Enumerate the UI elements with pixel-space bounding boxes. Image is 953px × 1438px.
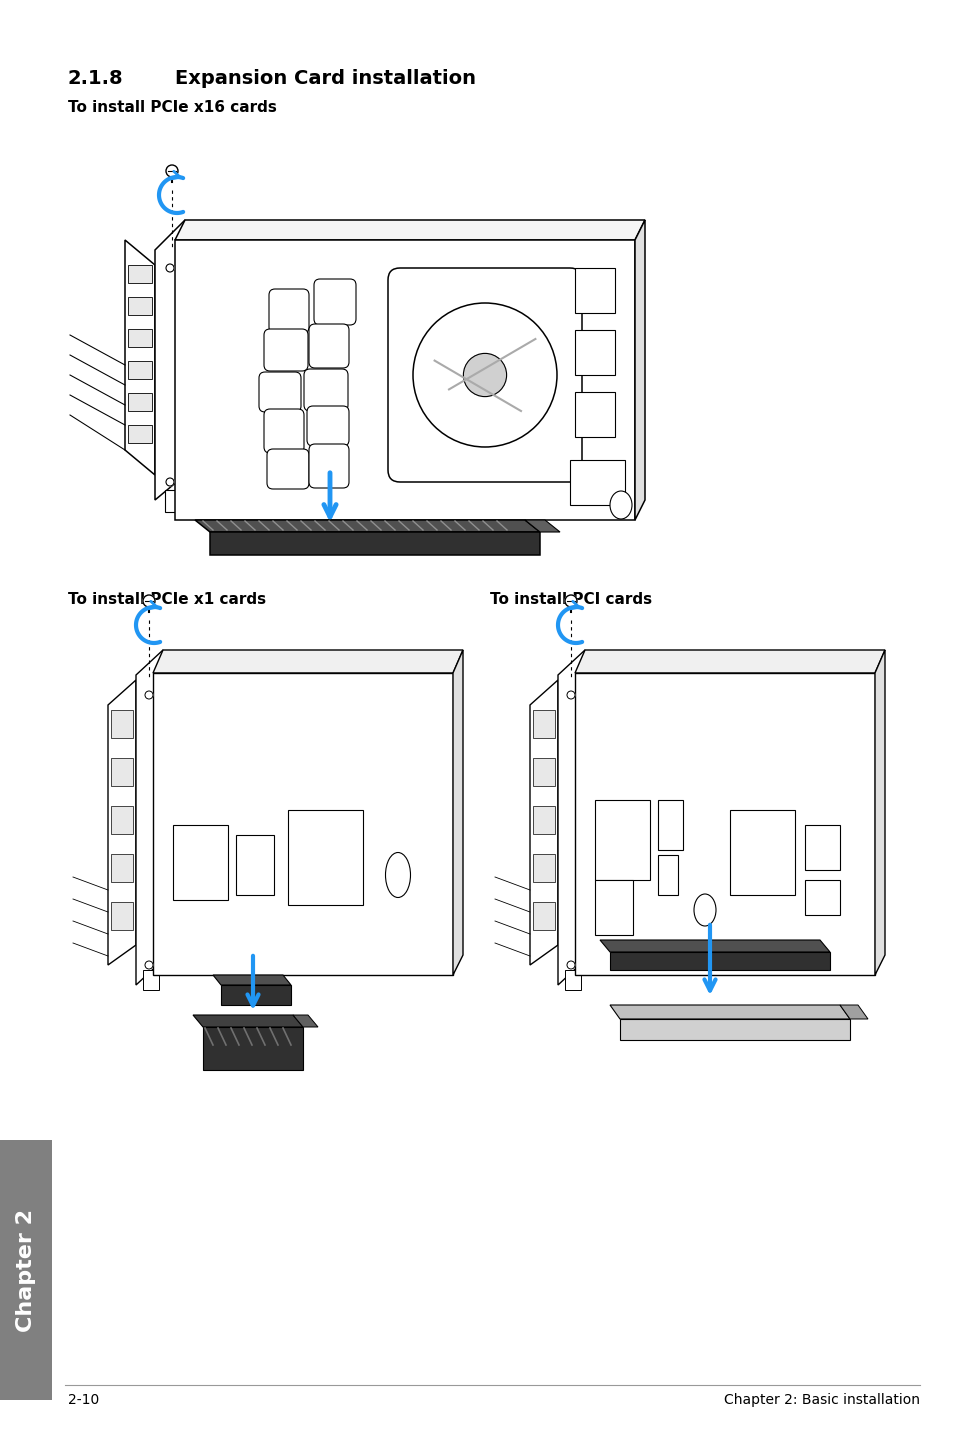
Bar — [111, 854, 132, 881]
Polygon shape — [609, 1005, 849, 1020]
Bar — [804, 880, 840, 915]
Bar — [128, 393, 152, 411]
Polygon shape — [203, 1027, 303, 1070]
Circle shape — [143, 595, 154, 607]
Circle shape — [566, 692, 575, 699]
Bar — [575, 393, 615, 437]
Polygon shape — [599, 940, 829, 952]
Bar — [143, 971, 159, 989]
Circle shape — [413, 303, 557, 447]
Circle shape — [145, 692, 152, 699]
Bar — [569, 460, 624, 505]
Bar — [0, 1140, 52, 1401]
Text: Chapter 2: Chapter 2 — [16, 1208, 36, 1332]
Bar — [804, 825, 840, 870]
Ellipse shape — [385, 853, 410, 897]
Polygon shape — [136, 650, 163, 985]
Bar — [533, 854, 555, 881]
Polygon shape — [575, 650, 884, 673]
Polygon shape — [530, 680, 558, 965]
Bar — [658, 856, 678, 894]
Polygon shape — [840, 1005, 867, 1020]
Polygon shape — [194, 521, 539, 532]
Text: 2-10: 2-10 — [68, 1393, 99, 1406]
Text: To install PCIe x16 cards: To install PCIe x16 cards — [68, 101, 276, 115]
FancyBboxPatch shape — [309, 444, 349, 487]
Bar — [235, 835, 274, 894]
FancyBboxPatch shape — [309, 324, 349, 368]
Circle shape — [463, 354, 506, 397]
FancyBboxPatch shape — [269, 289, 309, 334]
Bar — [729, 810, 794, 894]
Bar — [533, 807, 555, 834]
Polygon shape — [453, 650, 462, 975]
Bar — [111, 807, 132, 834]
Circle shape — [566, 961, 575, 969]
Polygon shape — [575, 673, 874, 975]
Bar — [595, 800, 649, 880]
Polygon shape — [154, 220, 185, 500]
Polygon shape — [125, 240, 154, 475]
Bar — [128, 361, 152, 380]
Polygon shape — [108, 680, 136, 965]
Bar — [111, 710, 132, 738]
Polygon shape — [221, 985, 291, 1005]
FancyBboxPatch shape — [267, 449, 309, 489]
Ellipse shape — [609, 490, 631, 519]
Polygon shape — [174, 220, 644, 240]
Polygon shape — [609, 952, 829, 971]
Text: Expansion Card installation: Expansion Card installation — [174, 69, 476, 88]
Polygon shape — [524, 521, 559, 532]
Bar — [165, 490, 183, 512]
FancyBboxPatch shape — [304, 370, 348, 411]
FancyBboxPatch shape — [264, 408, 304, 453]
Polygon shape — [174, 240, 635, 521]
Polygon shape — [213, 975, 291, 985]
Text: To install PCI cards: To install PCI cards — [490, 592, 652, 607]
Circle shape — [166, 477, 173, 486]
Bar — [658, 800, 682, 850]
Text: To install PCIe x1 cards: To install PCIe x1 cards — [68, 592, 266, 607]
Bar — [595, 880, 633, 935]
FancyBboxPatch shape — [388, 267, 581, 482]
Bar — [172, 825, 228, 900]
Bar — [533, 710, 555, 738]
Text: 2.1.8: 2.1.8 — [68, 69, 124, 88]
Bar — [288, 810, 363, 905]
Bar — [128, 265, 152, 283]
Polygon shape — [152, 673, 453, 975]
Polygon shape — [558, 650, 584, 985]
Bar — [575, 267, 615, 313]
Bar — [533, 758, 555, 787]
Polygon shape — [210, 532, 539, 555]
Polygon shape — [152, 650, 462, 673]
Polygon shape — [193, 1015, 303, 1027]
Text: Chapter 2: Basic installation: Chapter 2: Basic installation — [723, 1393, 919, 1406]
Bar — [575, 329, 615, 375]
Bar — [111, 902, 132, 930]
Bar — [128, 426, 152, 443]
Circle shape — [564, 595, 577, 607]
Polygon shape — [619, 1020, 849, 1040]
Circle shape — [145, 961, 152, 969]
Ellipse shape — [693, 894, 716, 926]
Circle shape — [166, 265, 173, 272]
FancyBboxPatch shape — [314, 279, 355, 325]
FancyBboxPatch shape — [307, 406, 349, 446]
Polygon shape — [293, 1015, 317, 1027]
Bar — [533, 902, 555, 930]
Polygon shape — [635, 220, 644, 521]
Circle shape — [166, 165, 178, 177]
FancyBboxPatch shape — [264, 329, 308, 371]
Polygon shape — [874, 650, 884, 975]
Bar — [564, 971, 580, 989]
Bar — [111, 758, 132, 787]
Bar — [128, 329, 152, 347]
Bar — [128, 298, 152, 315]
FancyBboxPatch shape — [258, 372, 301, 413]
